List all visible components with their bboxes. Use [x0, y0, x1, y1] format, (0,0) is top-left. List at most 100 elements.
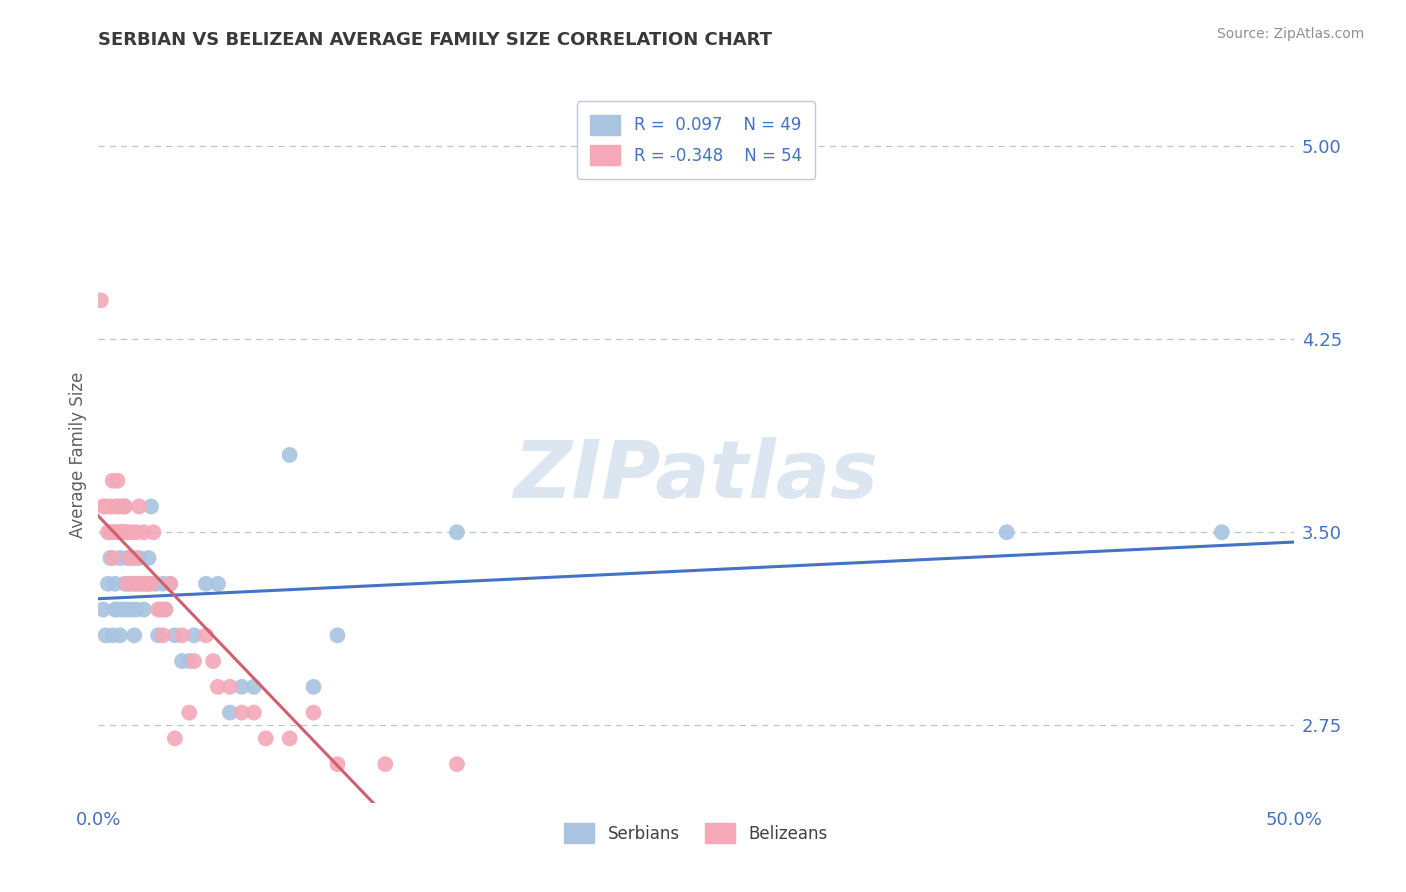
Point — [125, 602, 148, 616]
Point — [326, 757, 349, 772]
Legend: Serbians, Belizeans: Serbians, Belizeans — [558, 816, 834, 850]
Point — [243, 680, 266, 694]
Point — [104, 525, 127, 540]
Point — [231, 706, 253, 720]
Point — [115, 525, 138, 540]
Point — [179, 654, 201, 668]
Point — [108, 500, 131, 514]
Point — [124, 576, 146, 591]
Point — [121, 525, 143, 540]
Text: SERBIAN VS BELIZEAN AVERAGE FAMILY SIZE CORRELATION CHART: SERBIAN VS BELIZEAN AVERAGE FAMILY SIZE … — [98, 31, 772, 49]
Point — [115, 576, 138, 591]
Point — [111, 525, 134, 540]
Point — [139, 500, 162, 514]
Point — [179, 706, 201, 720]
Point — [163, 731, 186, 746]
Point — [159, 576, 181, 591]
Point — [152, 576, 174, 591]
Point — [132, 602, 155, 616]
Point — [446, 757, 468, 772]
Point — [254, 731, 277, 746]
Point — [152, 628, 174, 642]
Point — [132, 525, 155, 540]
Point — [278, 731, 301, 746]
Text: Source: ZipAtlas.com: Source: ZipAtlas.com — [1216, 27, 1364, 41]
Point — [135, 576, 157, 591]
Point — [108, 551, 131, 566]
Point — [114, 576, 136, 591]
Point — [124, 551, 146, 566]
Point — [195, 628, 218, 642]
Point — [107, 602, 129, 616]
Point — [172, 654, 194, 668]
Point — [139, 576, 162, 591]
Point — [207, 576, 229, 591]
Point — [326, 628, 349, 642]
Point — [155, 602, 177, 616]
Point — [111, 602, 134, 616]
Point — [138, 576, 160, 591]
Point — [101, 474, 124, 488]
Point — [104, 602, 127, 616]
Point — [142, 525, 165, 540]
Point — [94, 500, 117, 514]
Point — [128, 500, 150, 514]
Point — [98, 525, 122, 540]
Point — [155, 602, 177, 616]
Point — [183, 654, 205, 668]
Point — [149, 602, 172, 616]
Point — [207, 680, 229, 694]
Point — [101, 628, 124, 642]
Point — [163, 628, 186, 642]
Point — [121, 602, 143, 616]
Point — [124, 576, 146, 591]
Point — [115, 551, 138, 566]
Y-axis label: Average Family Size: Average Family Size — [69, 372, 87, 538]
Point — [98, 500, 122, 514]
Point — [302, 706, 325, 720]
Point — [995, 525, 1018, 540]
Point — [231, 680, 253, 694]
Point — [97, 525, 120, 540]
Point — [219, 706, 242, 720]
Point — [90, 293, 112, 308]
Point — [107, 500, 129, 514]
Point — [131, 576, 153, 591]
Point — [98, 551, 122, 566]
Point — [159, 576, 181, 591]
Point — [108, 628, 131, 642]
Point — [111, 525, 134, 540]
Point — [125, 576, 148, 591]
Point — [278, 448, 301, 462]
Point — [104, 500, 127, 514]
Point — [118, 576, 141, 591]
Point — [111, 500, 134, 514]
Point — [145, 576, 167, 591]
Point — [101, 551, 124, 566]
Point — [115, 602, 138, 616]
Point — [131, 576, 153, 591]
Point — [108, 525, 131, 540]
Point — [118, 551, 141, 566]
Point — [172, 628, 194, 642]
Point — [202, 654, 225, 668]
Point — [124, 628, 146, 642]
Point — [107, 474, 129, 488]
Point — [1211, 525, 1233, 540]
Point — [138, 551, 160, 566]
Point — [91, 602, 114, 616]
Point — [104, 576, 127, 591]
Point — [302, 680, 325, 694]
Point — [128, 551, 150, 566]
Point — [243, 706, 266, 720]
Point — [148, 602, 170, 616]
Point — [107, 525, 129, 540]
Point — [91, 500, 114, 514]
Point — [374, 757, 396, 772]
Point — [148, 628, 170, 642]
Point — [219, 680, 242, 694]
Point — [446, 525, 468, 540]
Text: ZIPatlas: ZIPatlas — [513, 437, 879, 515]
Point — [114, 500, 136, 514]
Point — [125, 525, 148, 540]
